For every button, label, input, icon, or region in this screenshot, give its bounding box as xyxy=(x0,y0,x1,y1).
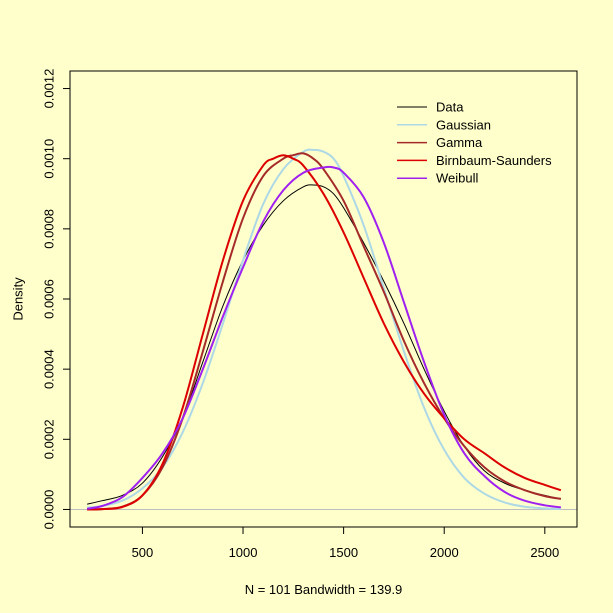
series-line-gamma xyxy=(87,152,562,511)
legend-label-data: Data xyxy=(436,100,464,115)
legend-label-weibull: Weibull xyxy=(436,171,479,186)
y-tick-label: 0.0004 xyxy=(42,349,57,389)
series-line-weibull xyxy=(86,165,562,510)
series-line-birnbaum-saunders xyxy=(87,154,562,511)
x-tick-label: 2000 xyxy=(430,545,459,560)
legend: Data Gaussian Gamma Birnbaum-Saunders Weibul… xyxy=(397,100,552,186)
y-axis-title: Density xyxy=(11,277,26,321)
legend-label-gaussian: Gaussian xyxy=(436,117,491,132)
x-tick-label: 1000 xyxy=(229,545,258,560)
y-tick-label: 0.0008 xyxy=(42,209,57,249)
legend-label-gamma: Gamma xyxy=(436,135,483,150)
x-axis-title: N = 101 Bandwidth = 139.9 xyxy=(245,582,403,597)
legend-label-birnbaum-saunders: Birnbaum-Saunders xyxy=(436,153,552,168)
y-tick-label: 0.0012 xyxy=(42,69,57,109)
y-tick-label: 0.0000 xyxy=(42,490,57,530)
x-tick-label: 1500 xyxy=(329,545,358,560)
y-tick-label: 0.0002 xyxy=(42,419,57,459)
y-tick-label: 0.0010 xyxy=(42,139,57,179)
series-layer xyxy=(86,148,562,511)
x-tick-label: 500 xyxy=(132,545,154,560)
series-line-gaussian xyxy=(86,148,561,511)
x-tick-label: 2500 xyxy=(530,545,559,560)
axes-layer: 500 1000 1500 2000 2500 0.0000 0.0002 0.0004 0.0… xyxy=(42,69,560,560)
y-tick-label: 0.0006 xyxy=(42,279,57,319)
